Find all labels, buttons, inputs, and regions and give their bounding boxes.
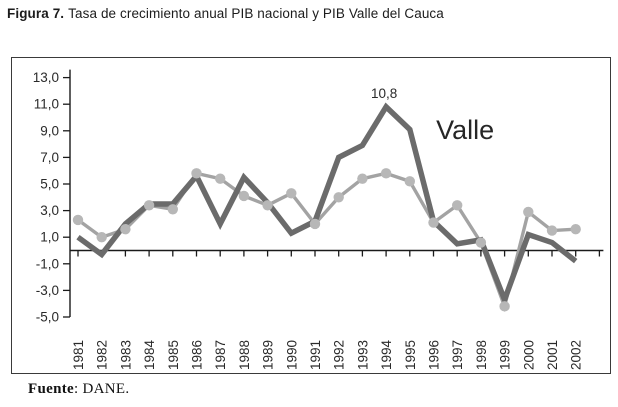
source-text: : DANE. <box>73 381 130 397</box>
y-tick-label: 11,0 <box>34 97 59 112</box>
y-tick-label: -3,0 <box>36 283 59 298</box>
figure-number: Figura 7. <box>7 6 65 21</box>
nacional-marker <box>215 173 226 184</box>
nacional-marker <box>570 224 581 235</box>
nacional-marker <box>262 200 273 211</box>
x-tick-label: 1988 <box>237 340 252 370</box>
nacional-marker <box>380 168 392 179</box>
y-tick-label: -1,0 <box>36 256 59 271</box>
nacional-marker <box>72 214 84 226</box>
x-tick-label: 1987 <box>213 340 228 370</box>
x-tick-label: 1984 <box>142 339 157 370</box>
x-tick-label: 1983 <box>118 340 133 370</box>
valle-line <box>76 102 578 308</box>
nacional-marker <box>96 232 107 243</box>
nacional-marker <box>404 176 415 187</box>
x-tick-label: 1989 <box>261 340 276 370</box>
nacional-marker <box>428 217 439 228</box>
nacional-marker <box>475 237 487 248</box>
peak-value-annotation: 10,8 <box>371 86 397 101</box>
y-tick-label: 3,0 <box>40 203 59 218</box>
x-tick-label: 1990 <box>284 340 299 370</box>
nacional-marker <box>452 200 463 211</box>
x-tick-label: 2001 <box>545 340 560 370</box>
x-tick-label: 1992 <box>332 340 347 370</box>
nacional-marker <box>546 225 558 236</box>
x-tick-label: 1996 <box>427 340 442 370</box>
x-tick-label: 1993 <box>355 340 370 370</box>
valle-series-label: Valle <box>436 115 494 145</box>
y-tick-label: 13,0 <box>33 70 59 85</box>
nacional-marker <box>309 218 321 230</box>
nacional-marker <box>333 192 344 203</box>
y-tick-label: -5,0 <box>36 310 59 325</box>
x-tick-label: 2002 <box>569 340 584 370</box>
plot-frame: 13,0 11,0 9,0 7,0 5,0 3,0 1,0 -1,0 -3,0 -5,0 1981 1… <box>11 57 611 374</box>
source-label: Fuente <box>28 381 74 397</box>
x-tick-label: 1982 <box>95 340 110 370</box>
nacional-marker <box>523 206 534 218</box>
chart-svg: 13,0 11,0 9,0 7,0 5,0 3,0 1,0 -1,0 -3,0 -5,0 1981 1… <box>33 69 604 370</box>
y-tick-label: 5,0 <box>40 177 59 192</box>
nacional-marker <box>120 224 131 235</box>
y-tick-label: 7,0 <box>40 150 59 165</box>
y-tick-label: 9,0 <box>40 123 59 138</box>
nacional-marker <box>143 200 155 211</box>
x-tick-label: 1998 <box>474 340 489 370</box>
nacional-marker <box>238 190 250 202</box>
x-tick-label: 1999 <box>498 340 513 370</box>
y-tick-label: 1,0 <box>40 230 59 245</box>
x-tick-label: 1986 <box>190 340 205 370</box>
x-tick-label: 1991 <box>308 340 323 370</box>
source-line: Fuente: DANE. <box>28 381 129 398</box>
x-tick-label: 1997 <box>450 340 465 370</box>
nacional-marker <box>167 204 178 215</box>
x-tick-label: 1981 <box>71 340 86 370</box>
nacional-marker <box>357 173 368 184</box>
x-tick-label: 1985 <box>166 340 181 370</box>
nacional-marker <box>191 168 202 179</box>
x-tick-label: 2000 <box>521 340 536 370</box>
figure-title-text: Tasa de crecimiento anual PIB nacional y… <box>68 6 444 21</box>
figure-title: Figura 7. Tasa de crecimiento anual PIB n… <box>7 6 444 21</box>
nacional-marker <box>499 301 510 312</box>
x-tick-label: 1995 <box>403 340 418 370</box>
nacional-marker <box>286 188 297 199</box>
x-tick-label: 1994 <box>379 339 394 370</box>
